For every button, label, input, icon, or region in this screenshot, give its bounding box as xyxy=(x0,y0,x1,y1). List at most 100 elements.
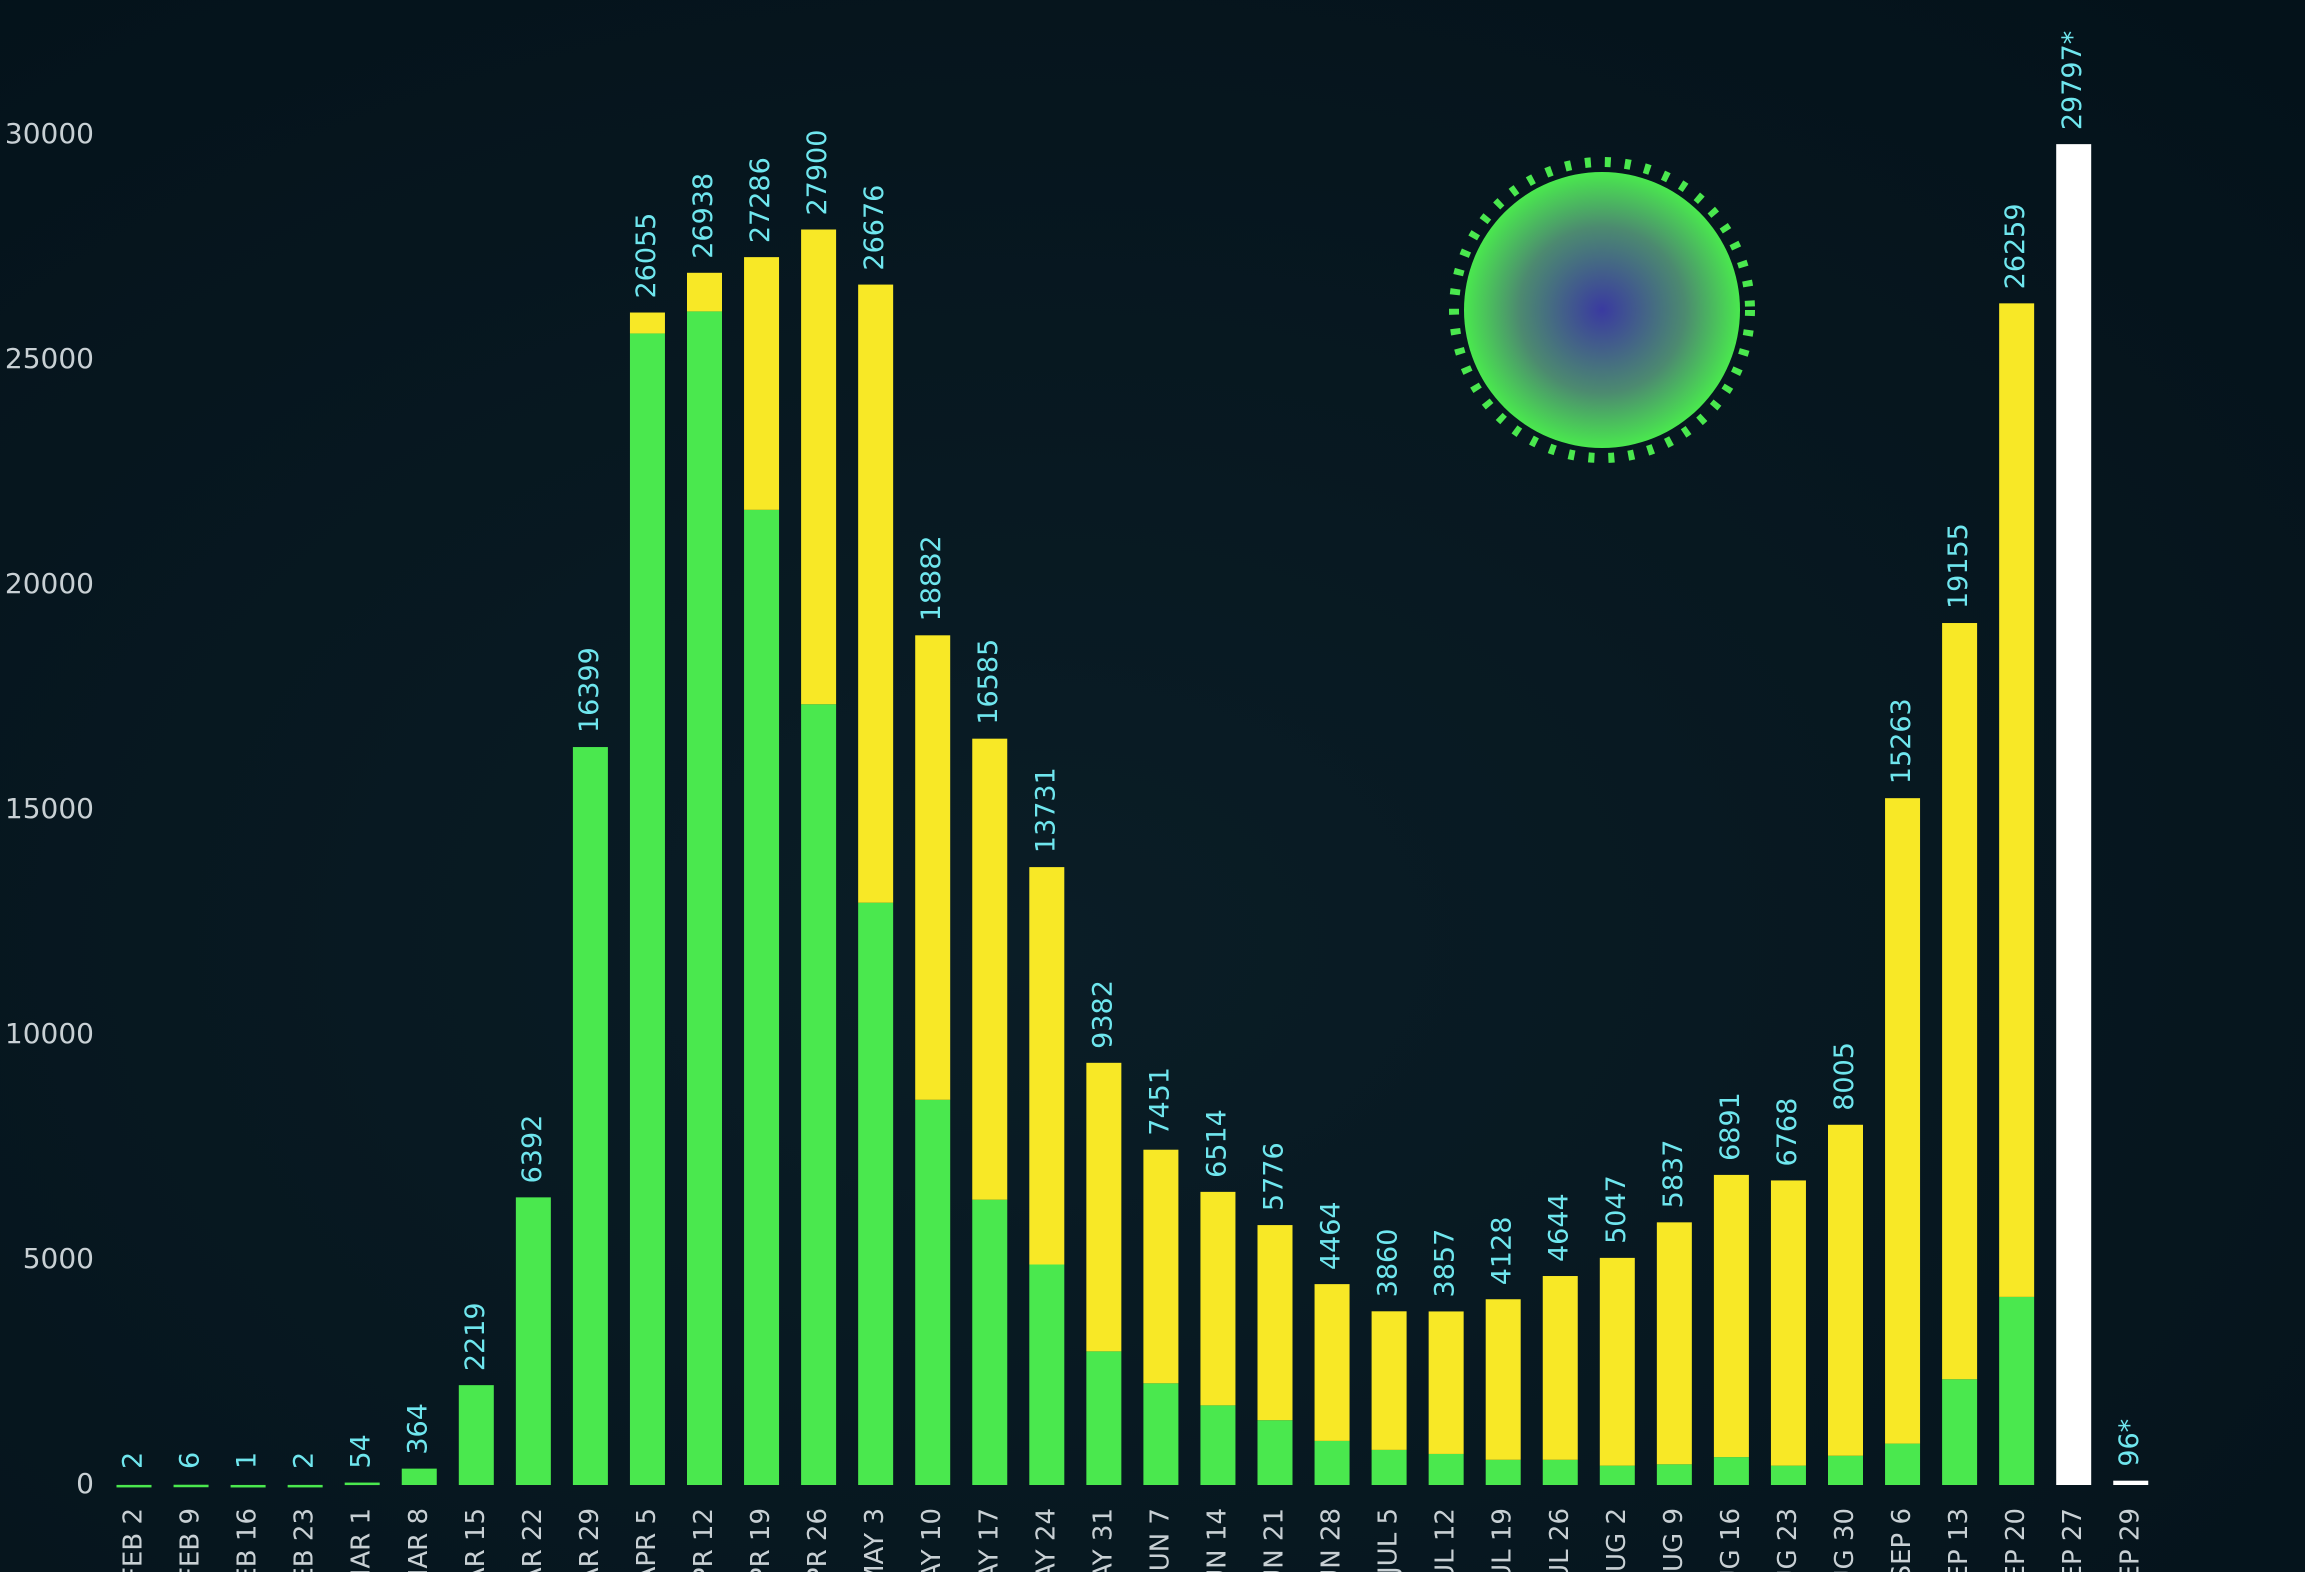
bar-segment xyxy=(1485,1459,1521,1485)
value-label: 2 xyxy=(118,1452,149,1469)
virus-illustration xyxy=(1449,157,1755,463)
bar-segment xyxy=(401,1468,437,1485)
value-label: 15263 xyxy=(1886,698,1917,784)
bar-segment xyxy=(1542,1459,1578,1485)
bar-segment xyxy=(1999,1296,2035,1485)
value-label: 29797* xyxy=(2057,31,2088,130)
bar-segment xyxy=(173,1484,209,1488)
value-label: 26938 xyxy=(688,173,719,259)
value-label: 26676 xyxy=(859,185,890,271)
value-label: 18882 xyxy=(916,535,947,621)
value-label: 16399 xyxy=(574,647,605,733)
value-label: 96* xyxy=(2114,1419,2145,1467)
x-tick-label: MAR 29 xyxy=(575,1508,605,1572)
bar-segment xyxy=(1371,1449,1407,1485)
bar-segment xyxy=(801,704,837,1485)
value-label: 6 xyxy=(175,1452,206,1469)
value-label: 16585 xyxy=(973,639,1004,725)
x-tick-label: FEB 16 xyxy=(233,1508,263,1572)
x-tick-label: SEP 29 xyxy=(2115,1508,2145,1572)
x-tick-label: MAY 3 xyxy=(860,1508,890,1572)
y-tick-label: 25000 xyxy=(5,342,94,375)
x-tick-label: AUG 23 xyxy=(1773,1508,1803,1572)
x-tick-label: APR 12 xyxy=(689,1508,719,1572)
bar-segment xyxy=(1656,1464,1692,1485)
x-tick-label: AUG 9 xyxy=(1659,1508,1689,1572)
bar-segment xyxy=(1713,1174,1749,1458)
bar-segment xyxy=(1542,1276,1578,1460)
x-tick-label: MAY 17 xyxy=(974,1508,1004,1572)
x-tick-label: JUL 19 xyxy=(1488,1508,1518,1572)
x-tick-label: JUN 28 xyxy=(1317,1508,1347,1572)
value-label: 5776 xyxy=(1259,1142,1290,1211)
bar-segment xyxy=(1086,1351,1122,1485)
x-tick-label: SEP 27 xyxy=(2058,1508,2088,1572)
value-label: 6392 xyxy=(517,1115,548,1184)
x-tick-label: SEP 6 xyxy=(1887,1508,1917,1572)
x-tick-label: APR 19 xyxy=(746,1508,776,1572)
y-tick-label: 30000 xyxy=(5,117,94,150)
x-tick-label: JUL 5 xyxy=(1374,1508,1404,1572)
value-label: 7451 xyxy=(1144,1067,1175,1136)
y-tick-label: 20000 xyxy=(5,567,94,600)
bar-segment xyxy=(1770,1465,1806,1485)
bar-segment xyxy=(1371,1311,1407,1450)
value-label: 27900 xyxy=(802,130,833,216)
bar-segment xyxy=(1999,303,2035,1297)
bar-segment xyxy=(1770,1180,1806,1466)
bar-segment xyxy=(1143,1149,1179,1384)
bar-segment xyxy=(858,902,894,1485)
bar-segment xyxy=(629,312,665,334)
value-label: 13731 xyxy=(1030,767,1061,853)
x-tick-label: MAR 22 xyxy=(518,1508,548,1572)
x-tick-label: SEP 20 xyxy=(2001,1508,2031,1572)
bar-segment xyxy=(1257,1225,1293,1421)
value-label: 26259 xyxy=(2000,203,2031,289)
bar-segment xyxy=(344,1482,380,1486)
x-tick-label: FEB 23 xyxy=(290,1508,320,1572)
bar-segment xyxy=(858,284,894,903)
x-tick-label: JUL 26 xyxy=(1545,1508,1575,1572)
bar-segment xyxy=(1599,1257,1635,1466)
bar-segment xyxy=(1314,1284,1350,1441)
bar-segment xyxy=(1942,1379,1978,1485)
x-tick-label: AUG 16 xyxy=(1716,1508,1746,1572)
value-label: 3857 xyxy=(1430,1229,1461,1298)
value-label: 6891 xyxy=(1715,1092,1746,1161)
bar-segment xyxy=(1942,623,1978,1380)
bar-segment xyxy=(1200,1191,1236,1406)
bar-segment xyxy=(1143,1383,1179,1485)
bar-segment xyxy=(915,1099,951,1485)
x-tick-label: SEP 13 xyxy=(1944,1508,1974,1572)
bar-segment xyxy=(1428,1311,1464,1454)
bar-segment xyxy=(1428,1453,1464,1485)
bar-segment xyxy=(458,1385,494,1485)
value-label: 1 xyxy=(232,1452,263,1469)
value-label: 19155 xyxy=(1943,523,1974,609)
bar-segment xyxy=(1828,1124,1863,1456)
bar-segment xyxy=(1885,1443,1921,1485)
x-tick-label: MAR 8 xyxy=(404,1508,434,1572)
bar-segment xyxy=(1257,1420,1293,1485)
bar-segment xyxy=(1314,1440,1350,1485)
bar-segment xyxy=(801,229,837,705)
y-tick-label: 0 xyxy=(76,1467,94,1500)
bar-segment xyxy=(1828,1455,1863,1485)
bar-segment xyxy=(1086,1062,1122,1352)
y-tick-label: 10000 xyxy=(5,1017,94,1050)
x-tick-label: APR 26 xyxy=(803,1508,833,1572)
x-tick-label: FEB 2 xyxy=(119,1508,149,1572)
value-label: 3860 xyxy=(1373,1229,1404,1298)
x-tick-label: MAY 31 xyxy=(1088,1508,1118,1572)
value-label: 4464 xyxy=(1316,1201,1347,1270)
bar-segment xyxy=(744,257,780,510)
x-tick-label: MAY 10 xyxy=(917,1508,947,1572)
bar-segment xyxy=(1885,798,1921,1444)
value-label: 6768 xyxy=(1772,1098,1803,1167)
value-label: 9382 xyxy=(1087,980,1118,1049)
x-tick-label: MAY 24 xyxy=(1031,1508,1061,1572)
value-label: 2 xyxy=(289,1452,320,1469)
bar-segment xyxy=(287,1484,323,1488)
x-tick-label: APR 5 xyxy=(632,1508,662,1572)
